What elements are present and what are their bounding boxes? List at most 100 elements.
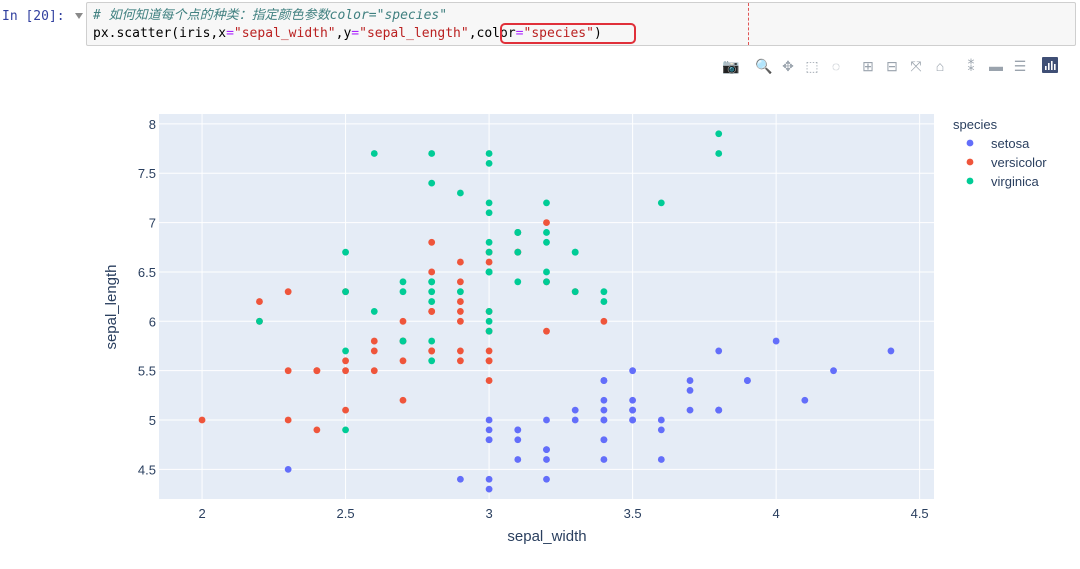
data-point-versicolor[interactable] <box>370 337 378 345</box>
data-point-setosa[interactable] <box>600 416 608 424</box>
data-point-versicolor[interactable] <box>342 357 349 365</box>
data-point-setosa[interactable] <box>657 426 665 434</box>
data-point-versicolor[interactable] <box>456 308 464 315</box>
pan-icon[interactable]: ✥ <box>782 57 794 74</box>
data-point-virginica[interactable] <box>657 199 665 207</box>
data-point-versicolor[interactable] <box>370 347 378 355</box>
data-point-versicolor[interactable] <box>456 258 464 266</box>
data-point-versicolor[interactable] <box>370 367 378 375</box>
data-point-setosa[interactable] <box>485 416 493 424</box>
data-point-versicolor[interactable] <box>284 367 292 375</box>
data-point-virginica[interactable] <box>342 347 349 355</box>
box-select-icon[interactable]: ⬚ <box>805 57 819 74</box>
data-point-virginica[interactable] <box>715 150 723 157</box>
data-point-virginica[interactable] <box>428 288 436 296</box>
data-point-virginica[interactable] <box>543 238 550 246</box>
data-point-virginica[interactable] <box>571 248 579 256</box>
data-point-virginica[interactable] <box>485 199 493 207</box>
data-point-virginica[interactable] <box>543 229 550 236</box>
data-point-versicolor[interactable] <box>456 347 464 355</box>
data-point-versicolor[interactable] <box>399 317 407 325</box>
spike-lines-icon[interactable]: ⁑ <box>967 57 975 74</box>
data-point-setosa[interactable] <box>485 436 493 444</box>
data-point-setosa[interactable] <box>629 406 637 414</box>
data-point-virginica[interactable] <box>571 288 579 296</box>
zoom-in-icon[interactable]: ⊞ <box>862 57 874 74</box>
data-point-versicolor[interactable] <box>485 258 493 266</box>
data-point-virginica[interactable] <box>514 248 522 256</box>
data-point-virginica[interactable] <box>543 278 550 286</box>
data-point-versicolor[interactable] <box>284 416 292 424</box>
data-point-versicolor[interactable] <box>456 357 464 365</box>
data-point-setosa[interactable] <box>657 456 665 463</box>
data-point-setosa[interactable] <box>485 426 493 434</box>
data-point-setosa[interactable] <box>772 337 780 345</box>
data-point-virginica[interactable] <box>428 337 436 345</box>
data-point-virginica[interactable] <box>600 298 608 305</box>
data-point-setosa[interactable] <box>543 416 550 424</box>
data-point-versicolor[interactable] <box>456 298 464 305</box>
data-point-versicolor[interactable] <box>313 426 321 434</box>
data-point-setosa[interactable] <box>543 456 550 463</box>
data-point-setosa[interactable] <box>514 436 522 444</box>
data-point-setosa[interactable] <box>715 347 723 355</box>
data-point-virginica[interactable] <box>485 209 493 217</box>
camera-icon[interactable]: 📷 <box>722 57 740 74</box>
data-point-virginica[interactable] <box>342 288 349 296</box>
lasso-select-icon[interactable]: ◌ <box>831 58 841 74</box>
data-point-setosa[interactable] <box>456 475 464 483</box>
collapse-arrow-icon[interactable] <box>75 13 83 19</box>
data-point-setosa[interactable] <box>629 367 637 375</box>
data-point-versicolor[interactable] <box>313 367 321 375</box>
data-point-setosa[interactable] <box>686 387 694 394</box>
data-point-virginica[interactable] <box>485 150 493 157</box>
data-point-virginica[interactable] <box>543 199 550 207</box>
data-point-setosa[interactable] <box>600 436 608 444</box>
legend-item-versicolor[interactable]: versicolor <box>966 155 1048 170</box>
data-point-setosa[interactable] <box>543 446 550 454</box>
data-point-versicolor[interactable] <box>543 219 550 226</box>
data-point-versicolor[interactable] <box>428 268 436 276</box>
data-point-versicolor[interactable] <box>342 367 349 375</box>
data-point-versicolor[interactable] <box>399 396 407 404</box>
data-point-virginica[interactable] <box>485 268 493 276</box>
data-point-virginica[interactable] <box>342 426 349 434</box>
data-point-virginica[interactable] <box>370 308 378 315</box>
data-point-virginica[interactable] <box>342 248 349 256</box>
data-point-versicolor[interactable] <box>256 298 263 305</box>
data-point-virginica[interactable] <box>715 130 723 138</box>
data-point-setosa[interactable] <box>744 377 751 384</box>
data-point-setosa[interactable] <box>830 367 837 375</box>
data-point-virginica[interactable] <box>514 278 522 286</box>
data-point-versicolor[interactable] <box>342 406 349 414</box>
data-point-versicolor[interactable] <box>485 347 493 355</box>
data-point-versicolor[interactable] <box>456 278 464 286</box>
data-point-virginica[interactable] <box>428 357 436 365</box>
data-point-versicolor[interactable] <box>543 327 550 335</box>
data-point-setosa[interactable] <box>485 485 493 493</box>
data-point-versicolor[interactable] <box>399 357 407 365</box>
data-point-virginica[interactable] <box>485 317 493 325</box>
data-point-virginica[interactable] <box>399 278 407 286</box>
code-cell[interactable]: # 如何知道每个点的种类：指定颜色参数color="species" px.sc… <box>86 2 1076 46</box>
data-point-virginica[interactable] <box>485 327 493 335</box>
data-point-versicolor[interactable] <box>485 377 493 384</box>
legend-item-setosa[interactable]: setosa <box>966 136 1030 151</box>
hover-compare-icon[interactable]: ☰ <box>1013 57 1027 74</box>
data-point-setosa[interactable] <box>600 396 608 404</box>
data-point-virginica[interactable] <box>428 179 436 187</box>
data-point-virginica[interactable] <box>399 337 407 345</box>
data-point-versicolor[interactable] <box>456 317 464 325</box>
data-point-virginica[interactable] <box>485 238 493 246</box>
data-point-setosa[interactable] <box>686 406 694 414</box>
zoom-out-icon[interactable]: ⊟ <box>886 57 898 74</box>
data-point-virginica[interactable] <box>600 288 608 296</box>
data-point-virginica[interactable] <box>370 150 378 157</box>
data-point-versicolor[interactable] <box>198 416 206 424</box>
data-point-setosa[interactable] <box>284 465 292 473</box>
data-point-setosa[interactable] <box>600 377 608 384</box>
data-point-setosa[interactable] <box>514 426 522 434</box>
plotly-logo-icon[interactable] <box>1042 57 1058 73</box>
data-point-virginica[interactable] <box>514 229 522 236</box>
data-point-virginica[interactable] <box>543 268 550 276</box>
